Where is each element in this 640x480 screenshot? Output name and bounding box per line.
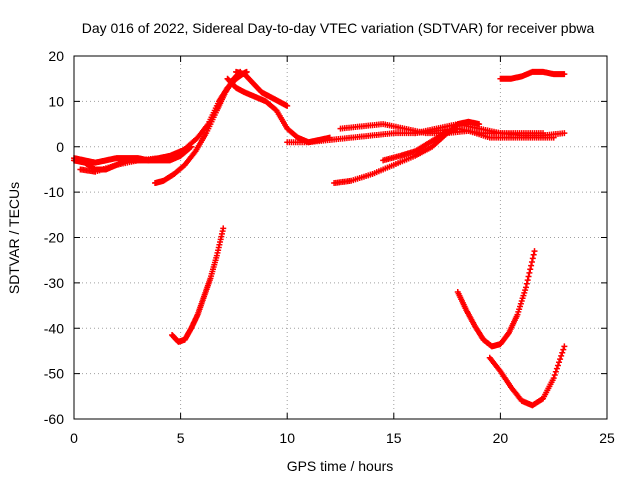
data-point [540, 130, 547, 137]
y-tick-label: 0 [56, 139, 64, 155]
data-point [529, 255, 536, 262]
data-point [284, 102, 291, 109]
grid-lines [74, 56, 607, 419]
chart-title: Day 016 of 2022, Sidereal Day-to-day VTE… [82, 20, 595, 36]
x-tick-label: 15 [386, 430, 402, 446]
series-arc-14 [454, 248, 538, 350]
data-point [558, 352, 565, 359]
data-point [525, 273, 532, 280]
data-point [554, 362, 561, 369]
series-arc-10 [380, 125, 461, 164]
x-axis-label: GPS time / hours [287, 458, 394, 474]
data-point [559, 349, 566, 356]
series-arc-12 [497, 68, 568, 82]
x-tick-label: 20 [493, 430, 509, 446]
data-point [531, 248, 538, 255]
y-tick-label: -60 [44, 411, 64, 427]
data-point [220, 225, 227, 232]
data-point [527, 266, 534, 273]
data-point [561, 343, 568, 350]
x-tick-label: 0 [70, 430, 78, 446]
y-tick-label: 20 [48, 48, 64, 64]
x-tick-label: 5 [177, 430, 185, 446]
y-tick-label: 10 [48, 93, 64, 109]
data-point [552, 368, 559, 375]
x-tick-label: 25 [599, 430, 615, 446]
y-axis-ticks: -60 -50 -40 -30 -20 -10 0 10 20 [44, 48, 607, 427]
data-point [550, 375, 557, 382]
data-series [71, 68, 568, 409]
data-point [553, 365, 560, 372]
data-point [550, 134, 557, 141]
y-tick-label: -10 [44, 184, 64, 200]
data-point [561, 130, 568, 137]
data-point [528, 262, 535, 269]
data-point [523, 280, 530, 287]
series-arc-15 [486, 343, 568, 409]
series-arc-13 [169, 225, 227, 345]
x-tick-label: 10 [279, 430, 295, 446]
y-tick-label: -50 [44, 366, 64, 382]
data-point [557, 356, 564, 363]
data-point [522, 284, 529, 291]
y-tick-label: -20 [44, 230, 64, 246]
data-point [561, 71, 568, 78]
data-point [526, 269, 533, 276]
y-axis-label: SDTVAR / TECUs [6, 182, 22, 294]
data-point [524, 277, 531, 284]
x-axis-ticks: 0 5 10 15 20 25 [70, 56, 615, 446]
series-arc-5 [233, 68, 291, 109]
data-point [551, 371, 558, 378]
data-point [528, 259, 535, 266]
series-arc-4 [152, 68, 244, 187]
y-tick-label: -40 [44, 320, 64, 336]
data-point [560, 346, 567, 353]
data-point [556, 359, 563, 366]
y-tick-label: -30 [44, 275, 64, 291]
data-point [530, 251, 537, 258]
series-arc-11 [412, 121, 547, 137]
